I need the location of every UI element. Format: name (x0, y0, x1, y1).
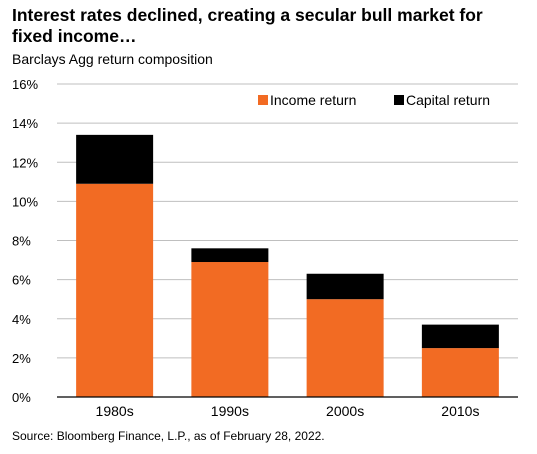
legend-swatch (394, 95, 404, 105)
bar-income-return (306, 299, 384, 397)
chart-title: Interest rates declined, creating a secu… (12, 5, 483, 46)
y-tick-label: 12% (12, 155, 38, 170)
bar-income-return (191, 262, 269, 397)
bar-capital-return (76, 134, 154, 184)
x-tick-label: 1980s (96, 403, 134, 419)
x-tick-label: 2000s (326, 403, 364, 419)
y-tick-label: 4% (12, 312, 31, 327)
bar-income-return (76, 183, 154, 397)
y-tick-label: 8% (12, 234, 31, 249)
x-tick-label: 2010s (441, 403, 479, 419)
legend-label: Income return (270, 92, 356, 108)
y-tick-label: 0% (12, 390, 31, 405)
bar-income-return (421, 348, 499, 397)
x-tick-label: 1990s (211, 403, 249, 419)
y-tick-label: 16% (12, 77, 38, 92)
legend-label: Capital return (406, 92, 490, 108)
bar-capital-return (306, 273, 384, 300)
bar-capital-return (421, 324, 499, 349)
source-note: Source: Bloomberg Finance, L.P., as of F… (12, 429, 325, 443)
y-tick-label: 6% (12, 273, 31, 288)
legend-swatch (258, 95, 268, 105)
y-tick-label: 2% (12, 351, 31, 366)
y-tick-label: 10% (12, 194, 38, 209)
bar-capital-return (191, 248, 269, 263)
y-tick-label: 14% (12, 116, 38, 131)
chart-subtitle: Barclays Agg return composition (12, 51, 213, 67)
